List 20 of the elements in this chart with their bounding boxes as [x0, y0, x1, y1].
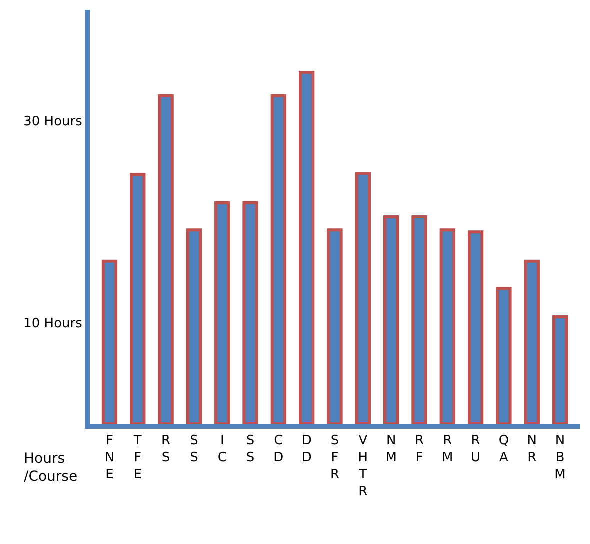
x-tick-label: NBM — [554, 434, 566, 482]
x-axis-title: Hours /Course — [24, 451, 78, 486]
x-tick-label: SS — [190, 434, 198, 466]
x-tick-label: FNE — [104, 434, 115, 482]
x-tick-label: RS — [162, 434, 171, 466]
x-tick-label: QA — [498, 434, 510, 466]
x-tick-label: SS — [246, 434, 255, 466]
x-tick-label: TFE — [132, 434, 142, 482]
x-tick-label: RU — [471, 434, 481, 466]
x-tick-label: CD — [274, 434, 284, 466]
x-tick-label: NR — [527, 434, 537, 466]
x-tick-label: VHTR — [358, 434, 368, 500]
y-tick-label: 10 Hours — [24, 316, 83, 332]
x-tick-label: DD — [302, 434, 312, 466]
x-tick-label: NM — [386, 434, 397, 466]
x-tick-label: RF — [414, 434, 424, 466]
x-tick-label: SFR — [330, 434, 340, 482]
x-tick-label: RM — [442, 434, 454, 466]
y-tick-label: 30 Hours — [24, 114, 83, 130]
x-tick-label: IC — [218, 434, 227, 466]
